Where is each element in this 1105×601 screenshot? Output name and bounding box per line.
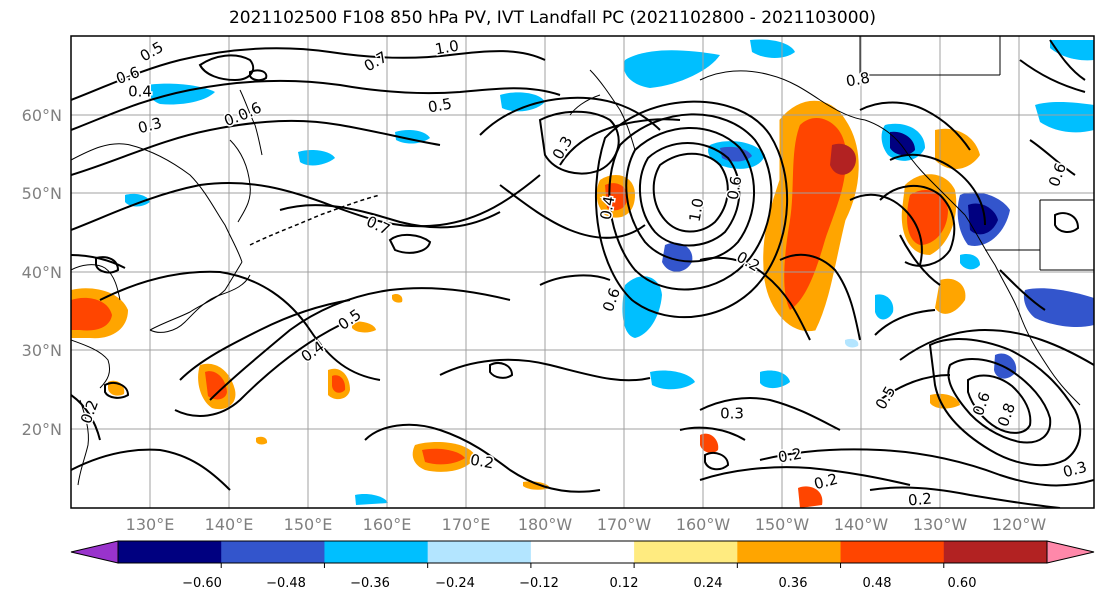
lon-label: 140°E [205,515,254,534]
negative-anomaly-patch [395,130,430,144]
figure-title: 2021102500 F108 850 hPa PV, IVT Landfall… [228,8,876,28]
colorbar-segment [118,541,222,563]
negative-anomaly-patch [355,493,388,505]
colorbar-tick-label: 0.12 [610,576,639,591]
negative-anomaly-patch [875,294,894,320]
positive-anomaly-patch [256,436,268,445]
lon-label: 150°E [284,515,333,534]
negative-anomaly-patch [1035,101,1094,133]
negative-anomaly-core [890,131,915,156]
colorbar-tick-label: −0.24 [435,576,475,591]
lat-label: 20°N [22,420,62,439]
lon-label: 170°E [442,515,491,534]
positive-anomaly-core [422,448,465,465]
negative-anomaly-patch [845,338,859,348]
negative-anomaly-patch [650,370,695,390]
colorbar-tick-label: −0.36 [350,576,390,591]
positive-anomaly-patch [392,293,403,303]
lon-label: 160°W [676,515,731,534]
contour-label: 0.4 [597,195,619,222]
colorbar-segment [634,541,738,563]
lon-label: 180°W [518,515,573,534]
colorbar-segment [221,541,325,563]
contour-label: 0.2 [907,489,932,509]
negative-anomaly-patch [960,254,980,270]
colorbar-extend-low [70,540,119,564]
lon-label: 140°W [834,515,889,534]
colorbar-segment [427,541,532,563]
negative-anomaly-patch [623,50,720,88]
positive-anomaly-core [907,190,948,245]
negative-anomaly-patch [298,150,335,166]
colorbar-extend-high [1046,540,1095,564]
negative-anomaly-patch [750,39,795,58]
negative-anomaly-patch [125,193,150,207]
lon-label: 130°E [126,515,175,534]
colorbar-segment [530,541,635,563]
colorbar-segment [840,541,945,563]
positive-anomaly-patch [352,321,376,333]
positive-anomaly-core [332,375,346,393]
contour-label: 0.2 [469,451,496,473]
positive-anomaly-patch [700,433,719,453]
negative-anomaly-patch [662,242,693,272]
longitude-labels: 130°E 140°E 150°E 160°E 170°E 180°W 170°… [126,515,1047,534]
colorbar-segment [943,541,1048,563]
dashed-line [249,194,381,246]
negative-anomaly-patch [994,353,1017,379]
positive-anomaly-patch [523,481,550,490]
lon-label: 120°W [992,515,1047,534]
lat-label: 60°N [22,106,62,125]
lon-label: 170°W [597,515,652,534]
positive-anomaly-patch [798,486,823,508]
negative-anomaly-patch [1050,40,1094,61]
lon-label: 150°W [755,515,810,534]
colorbar-tick-label: 0.24 [694,576,723,591]
positive-anomaly-patch [935,128,980,170]
colorbar-segment [737,541,842,563]
colorbar [70,540,1095,568]
positive-anomaly-core [71,297,112,331]
colorbar-tick-label: −0.60 [182,576,222,591]
colorbar-tick-label: 0.48 [863,576,892,591]
negative-anomaly-core [968,203,998,235]
contour-label: 0.4 [128,83,152,101]
negative-anomaly-patch [1023,288,1094,328]
lon-label: 160°E [363,515,412,534]
colorbar-tick-label: 0.60 [948,576,977,591]
positive-anomaly-max [830,143,856,175]
colorbar-segment [324,541,429,563]
lon-label: 130°W [913,515,968,534]
negative-anomaly-patch [500,92,545,112]
colorbar-tick-label: −0.48 [266,576,306,591]
lat-label: 40°N [22,263,62,282]
colorbar-tick-labels: −0.60 −0.48 −0.36 −0.24 −0.12 0.12 0.24 … [182,576,976,591]
lat-label: 30°N [22,341,62,360]
contour-label: 0.3 [720,405,744,423]
colorbar-outline [117,540,1048,564]
contour-label: 0.5 [427,95,454,117]
positive-anomaly-patch [930,393,960,409]
latitude-labels: 60°N 50°N 40°N 30°N 20°N [22,106,62,439]
pv-contours [71,39,1094,508]
map-frame [70,35,1095,509]
positive-anomaly-patch [935,278,966,314]
colorbar-tick-label: −0.12 [519,576,559,591]
colorbar-tick-label: 0.36 [779,576,808,591]
positive-anomaly-core [205,371,227,400]
lat-label: 50°N [22,184,62,203]
graticule [71,36,1094,508]
